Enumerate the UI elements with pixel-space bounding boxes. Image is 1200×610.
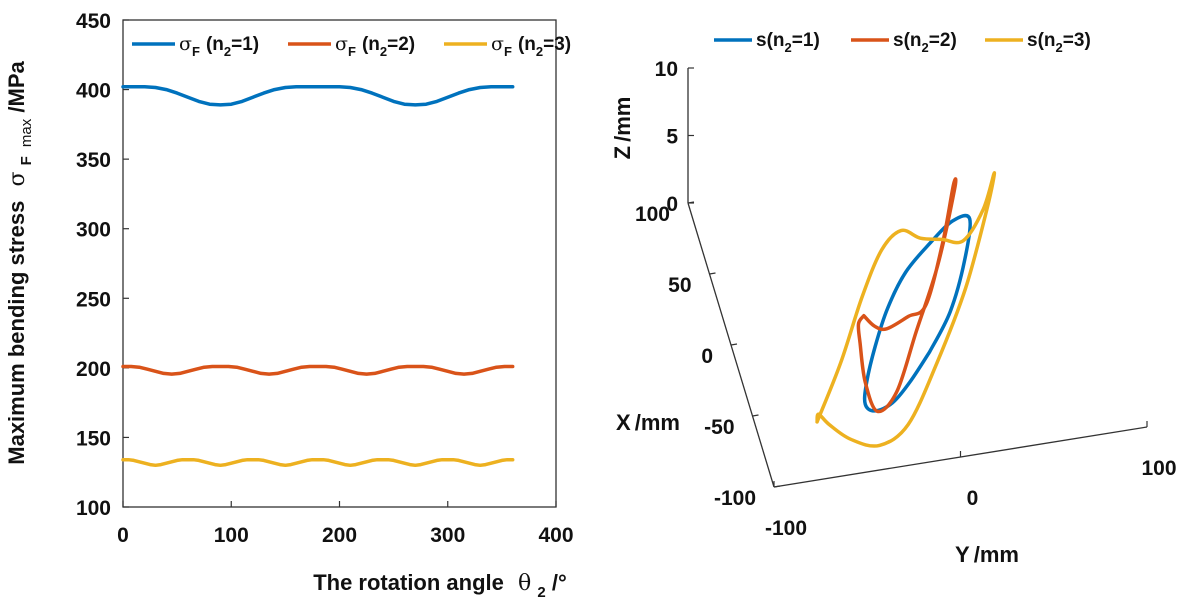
left-ytick-label: 200 (76, 358, 111, 381)
x-tick-label: 100 (635, 203, 670, 226)
left-xlabel: The rotation angle θ 2 /° (313, 570, 567, 602)
left-xlabel-sub: 2 (537, 584, 545, 601)
left-xtick-label: 100 (214, 524, 249, 547)
left-ytick-label: 400 (76, 80, 111, 103)
right-axes-lines (687, 68, 1148, 488)
y-tick-label: -100 (765, 517, 807, 540)
left-ylabel-symbol: σ (5, 172, 30, 187)
left-xtick-label: 400 (538, 524, 573, 547)
x-tick-label: -50 (704, 416, 734, 439)
plot-area-box (122, 19, 557, 508)
left-ytick-label: 450 (76, 10, 111, 33)
left-ylabel-sub: F (18, 156, 35, 165)
left-ylabel-main: Maximum bending stress (4, 201, 29, 465)
x-tick-label: 50 (668, 274, 691, 297)
left-series-line-3 (121, 457, 515, 468)
x-axis-label: X/mm (616, 410, 680, 435)
left-ytick-label: 250 (76, 288, 111, 311)
right-series-line-2 (856, 177, 958, 414)
y-tick-label: 100 (1141, 457, 1176, 480)
x-tick-mark (773, 485, 781, 488)
y-tick-label: 0 (967, 487, 979, 510)
left-xlabel-unit: /° (552, 570, 567, 595)
left-xlabel-symbol: θ (518, 571, 531, 596)
left-ytick-label: 100 (76, 497, 111, 520)
z-tick-label: 5 (666, 126, 678, 149)
x-tick-mark (752, 414, 759, 417)
x-tick-label: -100 (714, 487, 756, 510)
left-ylabel-unit: /MPa (4, 61, 29, 113)
left-xtick-label: 300 (430, 524, 465, 547)
left-legend-label-3: σF (n2=3) (491, 33, 571, 59)
right-legend-label-1: s(n2=1) (756, 30, 820, 55)
x-tick-mark (730, 343, 738, 346)
left-legend-item-1: σF (n2=1) (132, 33, 259, 59)
left-series-lines (121, 85, 515, 468)
x-tick-label: 0 (701, 345, 713, 368)
right-legend: s(n2=1) s(n2=2) s(n2=3) (714, 30, 1091, 55)
left-ylabel-sub2: max (18, 118, 35, 147)
stress-line-chart: 0 100 200 300 400 100 150 200 250 300 350 400 450 Ma… (4, 10, 574, 602)
left-legend-label-2: σF (n2=2) (335, 33, 415, 59)
left-ytick-label: 150 (76, 427, 111, 450)
y-axis-label: Y/mm (955, 542, 1019, 567)
left-ylabel: Maximum bending stress σ F max /MPa (4, 61, 36, 465)
left-series-line-2 (121, 364, 515, 376)
z-axis-label: Z/mm (610, 97, 635, 160)
left-ytick-label: 350 (76, 149, 111, 172)
left-xlabel-main: The rotation angle (313, 570, 504, 595)
right-legend-item-3: s(n2=3) (985, 30, 1091, 55)
left-series-line-1 (121, 85, 515, 107)
left-legend-item-3: σF (n2=3) (444, 33, 571, 59)
right-series-line-3 (815, 171, 997, 448)
right-legend-label-3: s(n2=3) (1027, 30, 1091, 55)
left-ytick-label: 300 (76, 219, 111, 242)
left-legend: σF (n2=1) σF (n2=2) σF (n2=3) (132, 33, 571, 59)
x-tick-mark (709, 272, 716, 275)
z-tick-label: 0 (666, 193, 678, 216)
right-series-lines (815, 171, 997, 448)
z-tick-label: 10 (655, 58, 678, 81)
right-legend-item-2: s(n2=2) (851, 30, 957, 55)
right-legend-item-1: s(n2=1) (714, 30, 820, 55)
left-legend-item-2: σF (n2=2) (288, 33, 415, 59)
x-tick-mark (687, 201, 695, 204)
left-legend-label-1: σF (n2=1) (179, 33, 259, 59)
left-axis-ticks: 0 100 200 300 400 100 150 200 250 300 350 400 450 (76, 10, 574, 547)
left-xtick-label: 200 (322, 524, 357, 547)
left-xtick-label: 0 (117, 524, 129, 547)
right-legend-label-2: s(n2=2) (893, 30, 957, 55)
